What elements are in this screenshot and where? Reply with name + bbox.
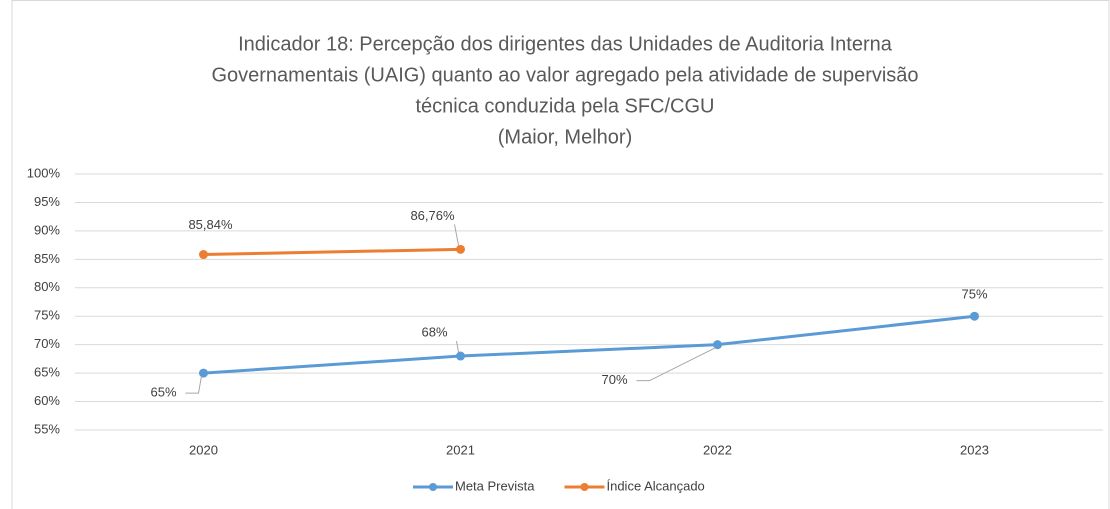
data-label: 68% — [421, 324, 447, 339]
y-tick-label: 80% — [34, 279, 60, 294]
data-point — [199, 250, 208, 260]
leader-line — [454, 224, 459, 246]
y-tick-label: 85% — [34, 251, 60, 266]
data-label: 75% — [961, 287, 987, 302]
data-label: 86,76% — [410, 208, 455, 223]
data-point — [713, 340, 722, 350]
data-point — [970, 311, 979, 321]
data-point — [199, 368, 208, 378]
data-point — [456, 244, 465, 254]
y-tick-label: 55% — [34, 421, 60, 436]
chart-title: Indicador 18: Percepção dos dirigentes d… — [238, 33, 893, 55]
legend-marker — [429, 483, 437, 491]
leader-line — [185, 376, 202, 394]
legend-label: Meta Prevista — [455, 478, 535, 493]
chart-frame — [11, 0, 1110, 509]
leader-line — [636, 347, 716, 382]
x-tick-label: 2022 — [703, 442, 732, 457]
y-tick-label: 95% — [34, 194, 60, 209]
x-tick-label: 2023 — [960, 442, 989, 457]
chart-title: técnica conduzida pela SFC/CGU — [415, 95, 714, 117]
y-tick-label: 100% — [27, 165, 61, 180]
legend-label: Índice Alcançado — [606, 478, 704, 493]
data-label: 70% — [601, 372, 627, 387]
x-tick-label: 2021 — [446, 442, 475, 457]
chart-subtitle: (Maior, Melhor) — [498, 126, 632, 148]
y-tick-label: 70% — [34, 336, 60, 351]
chart-title: Governamentais (UAIG) quanto ao valor ag… — [211, 64, 918, 86]
x-tick-label: 2020 — [189, 442, 218, 457]
y-tick-label: 65% — [34, 365, 60, 380]
data-point — [456, 351, 465, 361]
y-tick-label: 60% — [34, 393, 60, 408]
legend-marker — [580, 483, 589, 491]
data-label: 85,84% — [188, 217, 233, 232]
y-tick-label: 75% — [34, 308, 60, 323]
leader-line — [456, 340, 459, 353]
y-tick-label: 90% — [34, 222, 60, 237]
data-label: 65% — [150, 385, 176, 400]
series-line — [203, 314, 975, 375]
series-line — [203, 247, 461, 257]
